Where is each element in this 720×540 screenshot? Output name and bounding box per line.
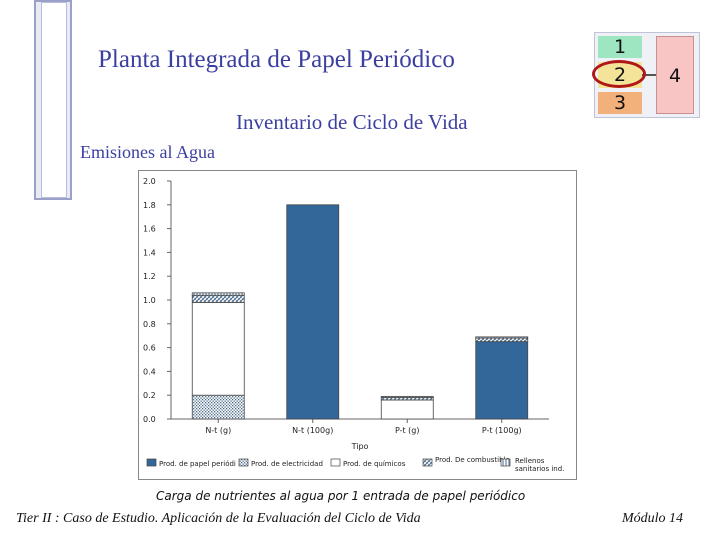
legend-swatch-4 (500, 458, 511, 467)
y-tick-label: 0.8 (143, 320, 156, 329)
bar-segment-0-1 (286, 204, 340, 420)
page-title: Planta Integrada de Papel Periódico (98, 46, 455, 73)
step-connector-line (642, 74, 656, 76)
section-heading: Emisiones al Agua (80, 142, 215, 162)
bar-segment-2-0 (191, 301, 245, 396)
bar-segment-2-2 (380, 399, 434, 420)
y-tick-label: 1.6 (143, 225, 156, 234)
legend-label: Prod. De combustible (435, 456, 510, 464)
legend-label: Prod. de químicos (343, 460, 406, 468)
x-axis-title: Tipo (351, 442, 369, 451)
legend-label: Prod. de electricidad (251, 460, 323, 468)
x-tick-label: P-t (100g) (482, 426, 522, 435)
legend-swatch-0 (146, 458, 157, 467)
chart-caption: Carga de nutrientes al agua por 1 entrad… (156, 489, 526, 503)
y-tick-label: 1.2 (143, 272, 156, 281)
y-tick-label: 0.4 (143, 367, 156, 376)
footer-course-title: Tier II : Caso de Estudio. Aplicación de… (16, 511, 421, 526)
step-1-box[interactable]: 1 (598, 36, 642, 58)
legend-swatch-2 (330, 458, 341, 467)
x-tick-label: P-t (g) (395, 426, 420, 435)
footer-module-number: Módulo 14 (622, 511, 684, 526)
y-tick-label: 1.8 (143, 201, 156, 210)
legend-label: sanitarios ind. (515, 465, 564, 473)
bar-segment-4-3 (475, 336, 529, 339)
stacked-bar-chart: 0.0 0.2 0.4 0.6 0.8 1.0 1.2 1.4 1.6 1.8 2.0 N-t (g)… (143, 177, 564, 473)
step-4-box[interactable]: 4 (656, 36, 694, 114)
side-bar-inner (41, 2, 67, 198)
y-tick-label: 0.6 (143, 344, 156, 353)
bar-segment-1-0 (191, 394, 245, 420)
current-step-highlight-ring (592, 60, 646, 88)
legend-swatch-1 (238, 458, 249, 467)
legend-label: Rellenos (515, 457, 545, 465)
y-tick-label: 1.4 (143, 248, 156, 257)
chart-frame: 0.0 0.2 0.4 0.6 0.8 1.0 1.2 1.4 1.6 1.8 2.0 N-t (g)… (138, 170, 577, 480)
bar-segment-4-0 (191, 292, 245, 296)
legend-swatch-3 (422, 458, 433, 467)
bar-segment-3-3 (475, 337, 529, 343)
x-tick-label: N-t (100g) (292, 426, 333, 435)
decorative-side-bar (34, 0, 72, 200)
y-tick-label: 0.2 (143, 391, 156, 400)
step-3-box[interactable]: 3 (598, 92, 642, 114)
legend-label: Prod. de papel periódi (159, 460, 236, 468)
page-subtitle: Inventario de Ciclo de Vida (236, 110, 468, 134)
x-tick-label: N-t (g) (205, 426, 231, 435)
bar-segment-4-2 (380, 395, 434, 398)
bar-segment-0-3 (475, 341, 529, 420)
bar-segment-3-0 (191, 294, 245, 303)
y-tick-label: 2.0 (143, 177, 156, 186)
y-tick-label: 1.0 (143, 296, 156, 305)
y-tick-label: 0.0 (143, 415, 156, 424)
